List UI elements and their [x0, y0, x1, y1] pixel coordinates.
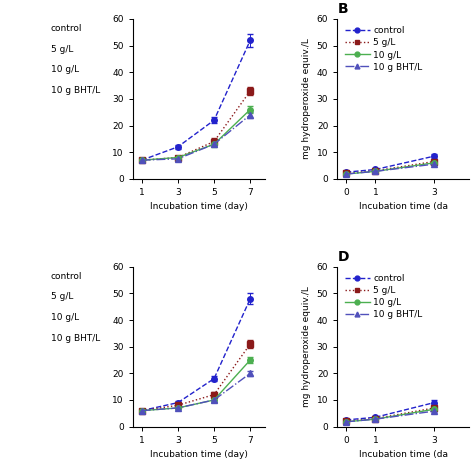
- Text: 10 g/L: 10 g/L: [51, 313, 79, 322]
- Legend: control, 5 g/L, 10 g/L, 10 g BHT/L: control, 5 g/L, 10 g/L, 10 g BHT/L: [342, 24, 425, 74]
- X-axis label: Incubation time (day): Incubation time (day): [150, 450, 247, 459]
- Text: 10 g BHT/L: 10 g BHT/L: [51, 86, 100, 95]
- X-axis label: Incubation time (da: Incubation time (da: [359, 202, 448, 211]
- Text: control: control: [51, 24, 82, 33]
- Text: 5 g/L: 5 g/L: [51, 45, 73, 54]
- Y-axis label: mg hydroperoxide equiv./L: mg hydroperoxide equiv./L: [302, 38, 311, 159]
- Text: B: B: [337, 2, 348, 17]
- X-axis label: Incubation time (day): Incubation time (day): [150, 202, 247, 211]
- Text: control: control: [51, 272, 82, 281]
- Text: 10 g BHT/L: 10 g BHT/L: [51, 334, 100, 343]
- Text: 5 g/L: 5 g/L: [51, 292, 73, 301]
- Legend: control, 5 g/L, 10 g/L, 10 g BHT/L: control, 5 g/L, 10 g/L, 10 g BHT/L: [342, 271, 425, 322]
- Text: D: D: [337, 250, 349, 264]
- Y-axis label: mg hydroperoxide equiv./L: mg hydroperoxide equiv./L: [302, 286, 311, 407]
- Text: 10 g/L: 10 g/L: [51, 65, 79, 74]
- X-axis label: Incubation time (da: Incubation time (da: [359, 450, 448, 459]
